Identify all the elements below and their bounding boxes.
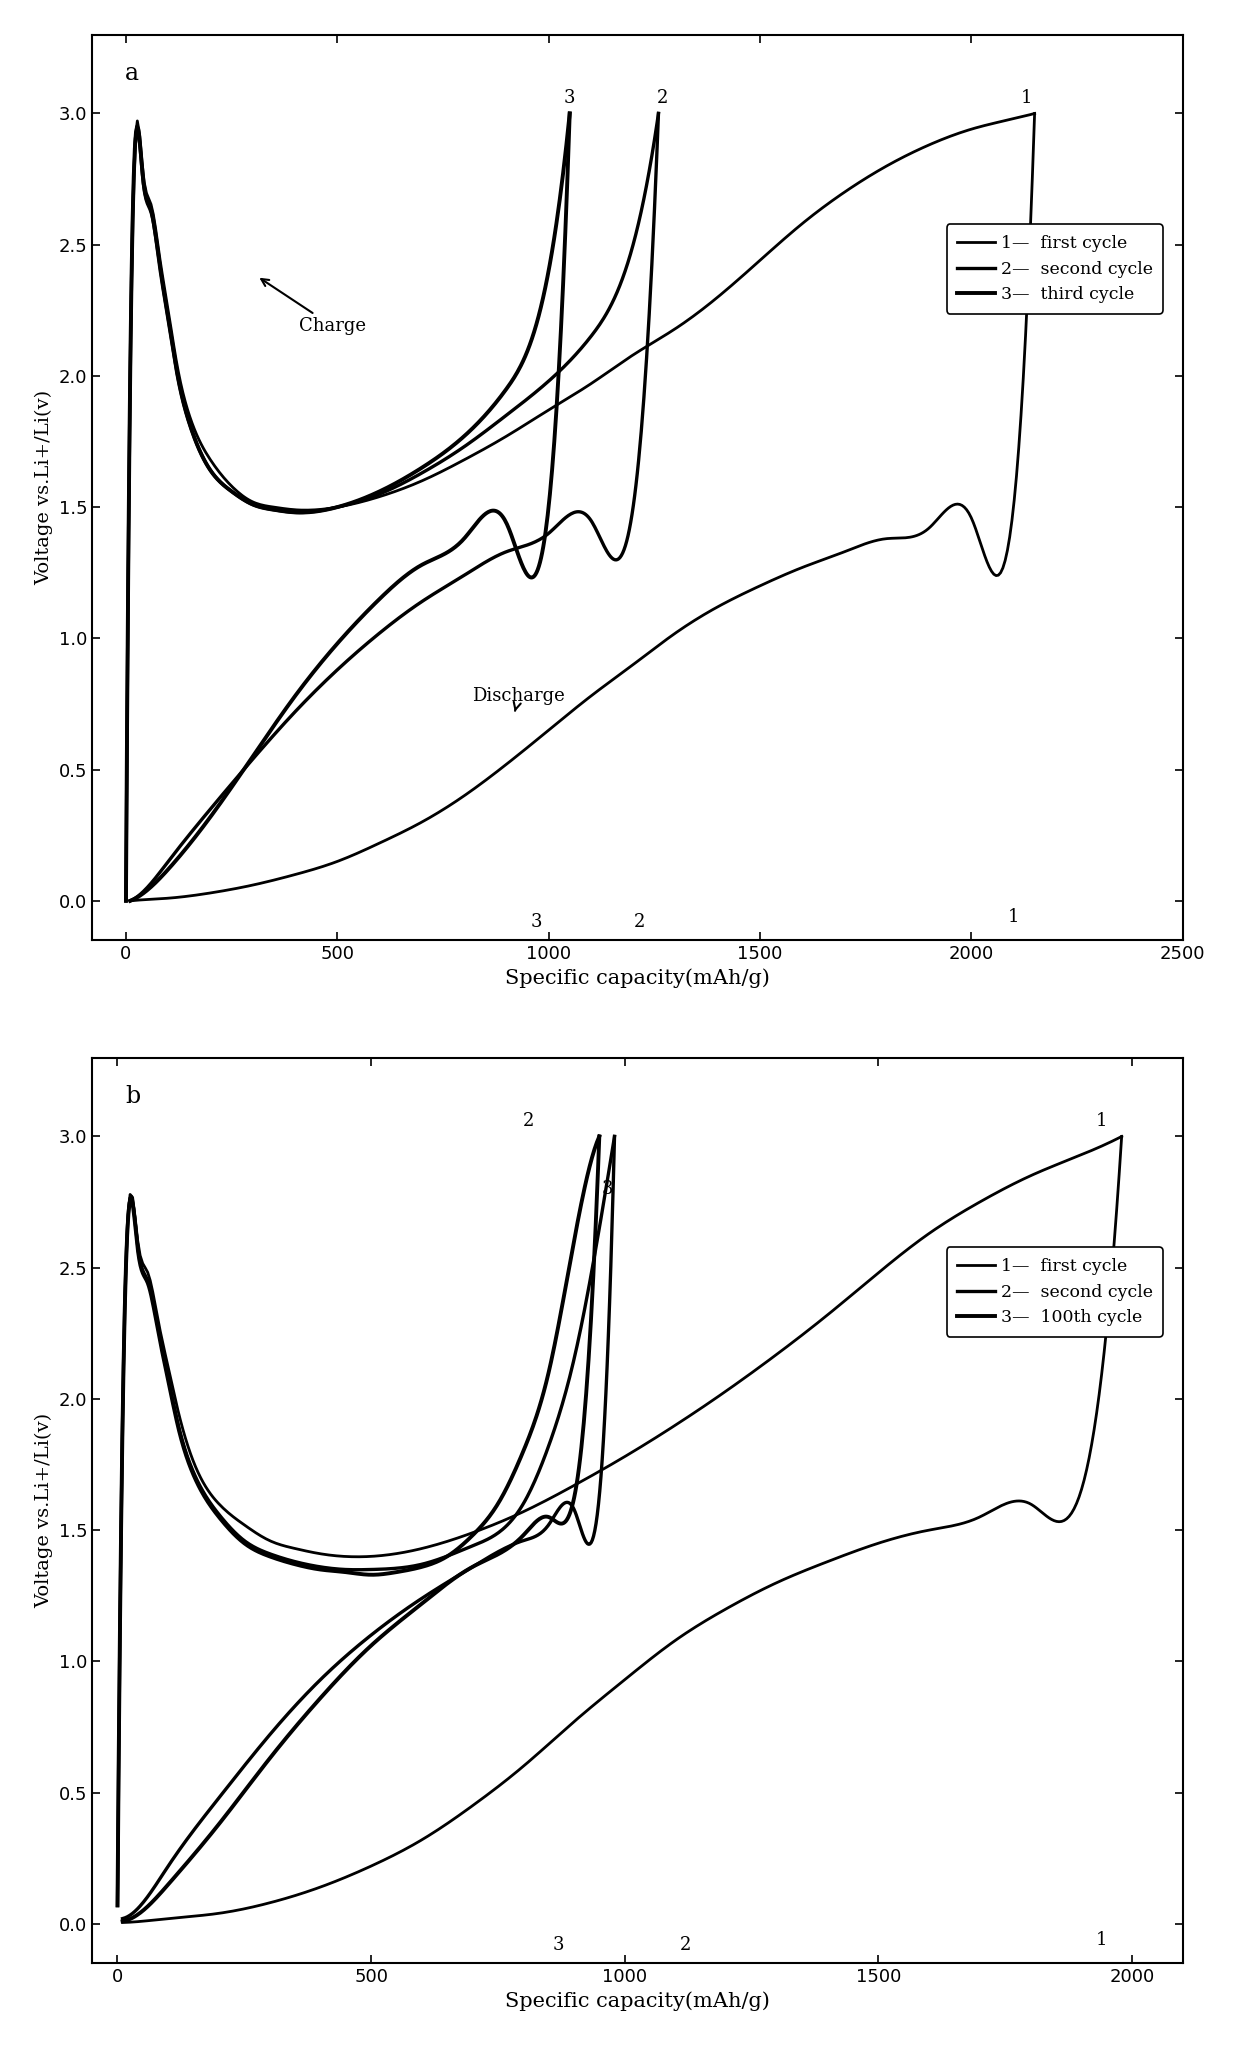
Text: 1: 1	[1021, 88, 1032, 106]
Y-axis label: Voltage vs.Li+/Li(v): Voltage vs.Li+/Li(v)	[35, 391, 53, 585]
X-axis label: Specific capacity(mAh/g): Specific capacity(mAh/g)	[505, 968, 770, 988]
Text: 3: 3	[601, 1181, 613, 1199]
Text: 3: 3	[564, 88, 575, 106]
Y-axis label: Voltage vs.Li+/Li(v): Voltage vs.Li+/Li(v)	[35, 1414, 53, 1608]
Text: 1: 1	[1008, 908, 1019, 927]
Text: 2: 2	[680, 1936, 691, 1954]
Text: Discharge: Discharge	[472, 687, 565, 710]
Text: 2: 2	[634, 913, 645, 931]
Text: 2: 2	[657, 88, 668, 106]
Text: 3: 3	[531, 913, 542, 931]
X-axis label: Specific capacity(mAh/g): Specific capacity(mAh/g)	[505, 1991, 770, 2011]
Text: 3: 3	[553, 1936, 564, 1954]
Text: b: b	[125, 1084, 140, 1107]
Text: Charge: Charge	[262, 278, 366, 336]
Text: 2: 2	[522, 1111, 534, 1129]
Text: 1: 1	[1096, 1931, 1107, 1950]
Text: a: a	[125, 61, 139, 84]
Legend: 1—  first cycle, 2—  second cycle, 3—  100th cycle: 1— first cycle, 2— second cycle, 3— 100t…	[946, 1248, 1163, 1336]
Text: 1: 1	[1096, 1111, 1107, 1129]
Legend: 1—  first cycle, 2—  second cycle, 3—  third cycle: 1— first cycle, 2— second cycle, 3— thir…	[946, 225, 1163, 313]
